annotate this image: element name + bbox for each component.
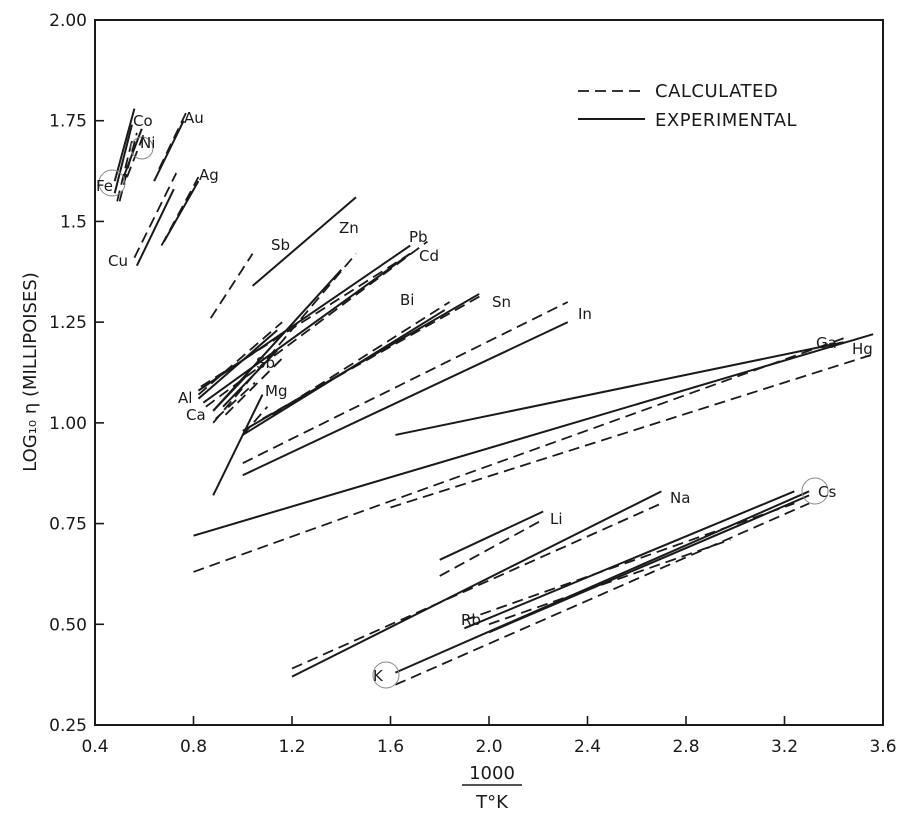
- experimental-line-cd-9: [202, 252, 411, 404]
- series-label-sb-6: Sb: [271, 236, 290, 254]
- calculated-line-ag-5: [160, 176, 200, 247]
- y-tick-label: 0.25: [49, 716, 87, 736]
- series-label-in-16: In: [578, 305, 592, 323]
- y-tick-label: 1.5: [60, 212, 87, 232]
- experimental-line-in-16: [242, 321, 569, 477]
- x-axis-title-numerator: 1000: [469, 763, 515, 784]
- series-label-ni-2: Ni: [140, 134, 155, 152]
- calculated-line-mg-13: [242, 406, 269, 436]
- series-label-ca-11: Ca: [186, 406, 206, 424]
- y-tick-label: 1.25: [49, 313, 87, 333]
- series-layer: [113, 108, 874, 686]
- label-circle-ni: [130, 136, 154, 160]
- calculated-line-ga-17: [193, 337, 844, 573]
- experimental-line-na-20: [291, 490, 662, 678]
- series-label-fe-0: Fe: [96, 177, 113, 195]
- series-label-ag-5: Ag: [199, 166, 219, 184]
- experimental-line-sb-12: [222, 349, 278, 408]
- experimental-line-mg-13: [212, 394, 264, 496]
- calculated-line-ni-2: [126, 132, 146, 178]
- calculated-line-na-20: [291, 502, 662, 670]
- y-tick-label: 1.75: [49, 112, 87, 132]
- legend-experimental-label: EXPERIMENTAL: [655, 110, 797, 131]
- series-label-zn-7: Zn: [339, 219, 359, 237]
- legend: CALCULATED EXPERIMENTAL: [578, 81, 797, 131]
- axis-ticks-layer: 0.4 0.8 1.2 1.6 2.0 2.4 2.8 3.2 3.6 0.25 0.50 0.75 1…: [49, 11, 896, 757]
- x-tick-label: 0.8: [180, 737, 207, 757]
- series-label-cu-4: Cu: [108, 252, 128, 270]
- y-tick-label: 2.00: [49, 11, 87, 31]
- label-circle-k: [372, 661, 400, 689]
- x-tick-label: 2.4: [574, 737, 601, 757]
- series-label-pb-8: Pb: [409, 228, 428, 246]
- y-tick-label: 0.75: [49, 515, 87, 535]
- series-label-cd-9: Cd: [419, 247, 439, 265]
- x-axis-title-denominator: T°K: [475, 792, 509, 813]
- y-axis-title: LOG₁₀ η (MILLIPOISES): [20, 272, 41, 472]
- legend-calculated-label: CALCULATED: [655, 81, 778, 102]
- experimental-line-fe-0: [113, 124, 133, 194]
- calculated-line-li-19: [439, 518, 544, 577]
- x-tick-label: 3.6: [869, 737, 896, 757]
- calculated-line-ca-11: [215, 381, 256, 420]
- series-label-rb-22: Rb: [461, 611, 481, 629]
- experimental-line-li-19: [439, 510, 544, 561]
- series-label-sb-12: Sb: [256, 354, 275, 372]
- x-tick-label: 1.6: [377, 737, 404, 757]
- series-label-na-20: Na: [670, 489, 690, 507]
- calculated-line-rb-22: [464, 502, 795, 622]
- calculated-line-zn-7: [212, 253, 357, 424]
- calculated-line-in-16: [242, 301, 569, 464]
- experimental-line-cs-23: [488, 494, 810, 634]
- x-tick-label: 1.2: [278, 737, 305, 757]
- experimental-line-co-1: [113, 108, 136, 182]
- series-label-sn-15: Sn: [492, 293, 511, 311]
- calculated-line-cd-9: [205, 240, 428, 408]
- series-label-au-3: Au: [184, 109, 204, 127]
- series-label-k-21: K: [373, 667, 384, 685]
- experimental-line-sn-15: [242, 293, 480, 432]
- experimental-line-ca-11: [212, 373, 249, 412]
- plot-frame: [94, 19, 884, 726]
- label-circle-cs: [801, 477, 829, 505]
- calculated-line-cs-23: [488, 538, 731, 626]
- experimental-line-hg-18: [193, 333, 874, 537]
- series-label-al-10: Al: [178, 389, 192, 407]
- y-tick-label: 1.00: [49, 414, 87, 434]
- experimental-line-au-3: [153, 120, 185, 182]
- experimental-line-rb-22: [463, 490, 795, 630]
- calculated-line-fe-0: [116, 140, 133, 202]
- series-label-hg-18: Hg: [852, 340, 873, 358]
- calculated-line-hg-18: [390, 353, 874, 509]
- experimental-line-pb-8: [197, 244, 411, 392]
- calculated-line-k-21: [395, 502, 810, 686]
- experimental-line-ag-5: [163, 180, 200, 243]
- series-label-co-1: Co: [133, 112, 153, 130]
- experimental-line-ga-17: [395, 341, 844, 436]
- label-circle-fe: [98, 169, 126, 197]
- x-tick-label: 2.0: [475, 737, 502, 757]
- x-tick-label: 3.2: [771, 737, 798, 757]
- experimental-line-k-21: [395, 490, 810, 674]
- series-label-mg-13: Mg: [265, 382, 287, 400]
- calculated-line-cu-4: [133, 172, 178, 259]
- experimental-line-al-10: [197, 329, 278, 400]
- x-tick-label: 0.4: [81, 737, 108, 757]
- calculated-line-sb-6: [209, 253, 254, 319]
- series-label-bi-14: Bi: [400, 291, 414, 309]
- experimental-line-sb-6: [251, 196, 357, 287]
- calculated-line-al-10: [197, 321, 283, 396]
- series-label-cs-23: Cs: [818, 483, 836, 501]
- y-tick-label: 0.50: [49, 615, 87, 635]
- experimental-line-cu-4: [135, 188, 175, 267]
- series-label-li-19: Li: [550, 510, 563, 528]
- x-tick-label: 2.8: [672, 737, 699, 757]
- series-label-ga-17: Ga: [816, 334, 837, 352]
- calculated-line-sb-12: [224, 357, 283, 416]
